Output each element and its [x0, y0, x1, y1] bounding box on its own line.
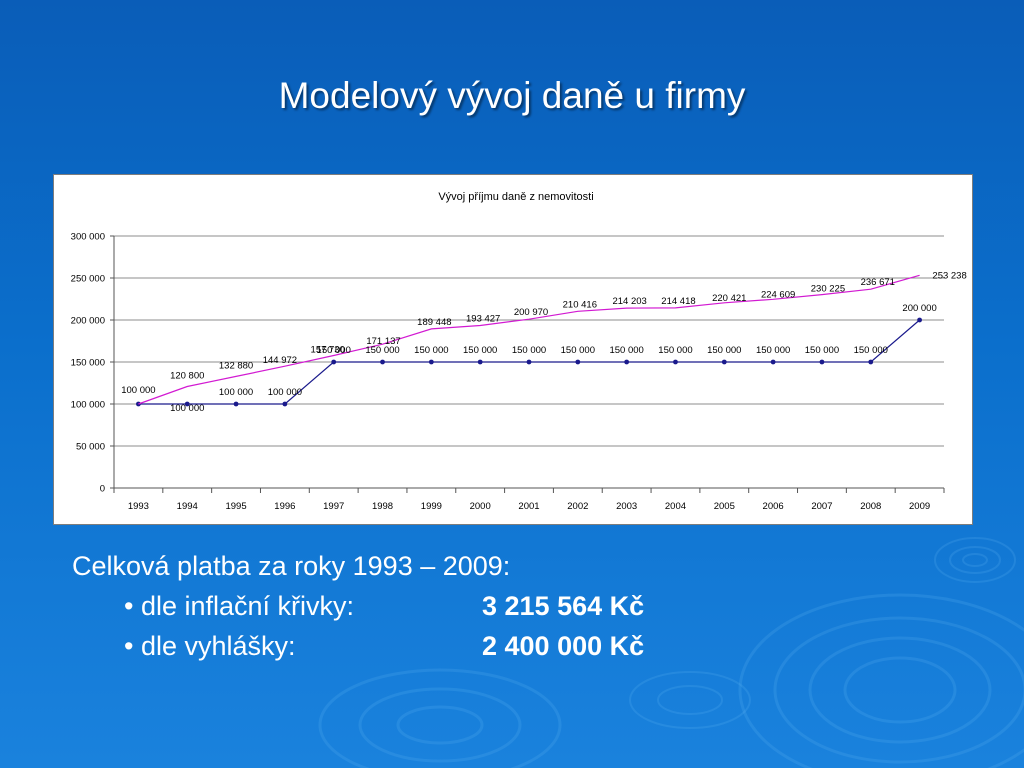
data-point	[770, 359, 776, 365]
data-point	[868, 359, 874, 365]
data-label: 100 000	[219, 387, 253, 398]
data-label: 214 418	[661, 296, 695, 307]
x-tick-label: 1997	[323, 501, 344, 512]
y-tick-label: 200 000	[71, 316, 105, 327]
data-point	[624, 359, 630, 365]
data-label: 150 000	[854, 345, 888, 356]
x-tick-label: 1996	[274, 501, 295, 512]
data-label: 144 972	[263, 355, 297, 366]
data-point	[331, 359, 337, 365]
data-label: 230 225	[811, 284, 845, 295]
x-tick-label: 2002	[567, 501, 588, 512]
data-label: 214 203	[612, 296, 646, 307]
summary-value: 2 400 000 Kč	[482, 631, 645, 661]
data-label: 150 000	[512, 345, 546, 356]
chart-title: Vývoj příjmu daně z nemovitosti	[438, 191, 593, 203]
data-label: 100 000	[268, 387, 302, 398]
data-label: 171 137	[366, 336, 400, 347]
data-label: 150 000	[658, 345, 692, 356]
summary-label: • dle inflační křivky:	[124, 591, 355, 621]
y-tick-label: 250 000	[71, 274, 105, 285]
x-tick-label: 2009	[909, 501, 930, 512]
data-point	[380, 359, 385, 365]
data-label: 120 800	[170, 371, 204, 382]
x-tick-label: 1993	[128, 501, 149, 512]
data-point	[673, 359, 678, 365]
x-tick-label: 2008	[860, 501, 881, 512]
summary-row-inflation: • dle inflační křivky: 3 215 564 Kč	[72, 586, 644, 626]
data-label: 189 448	[417, 317, 451, 328]
data-point	[575, 359, 581, 365]
data-point	[233, 401, 239, 407]
data-label: 253 238	[932, 270, 966, 281]
y-tick-label: 300 000	[71, 232, 105, 243]
x-tick-label: 2003	[616, 501, 637, 512]
data-point	[526, 359, 532, 365]
data-label: 100 000	[170, 403, 204, 414]
data-label: 150 000	[365, 345, 399, 356]
data-point	[477, 359, 483, 365]
data-label: 150 000	[805, 345, 839, 356]
data-label: 236 671	[861, 277, 895, 288]
data-label: 210 416	[563, 299, 597, 310]
x-tick-label: 2007	[811, 501, 832, 512]
data-point	[184, 401, 190, 407]
line-chart: Vývoj příjmu daně z nemovitosti 0 50 000 1…	[71, 191, 967, 512]
data-label: 200 970	[514, 307, 548, 318]
x-tick-label: 1999	[421, 501, 442, 512]
x-tick-label: 2005	[714, 501, 735, 512]
data-label: 150 000	[317, 345, 351, 356]
x-tick-label: 2000	[470, 501, 491, 512]
x-tick-label: 2006	[763, 501, 784, 512]
series-line	[138, 274, 920, 405]
summary-value: 3 215 564 Kč	[482, 591, 645, 621]
data-label: 200 000	[902, 303, 936, 314]
summary-heading: Celková platba za roky 1993 – 2009:	[72, 551, 511, 581]
slide-title: Modelový vývoj daně u firmy	[278, 75, 746, 116]
data-point	[917, 317, 922, 323]
y-tick-label: 100 000	[71, 400, 105, 411]
chart-panel: Vývoj příjmu daně z nemovitosti 0 50 000 1…	[53, 174, 973, 525]
data-label: 132 880	[219, 360, 253, 371]
data-label: 150 000	[707, 345, 741, 356]
x-tick-label: 2004	[665, 501, 686, 512]
data-point	[819, 359, 825, 365]
data-label: 150 000	[414, 345, 448, 356]
data-label: 157 730	[311, 345, 345, 356]
data-point	[282, 401, 288, 407]
data-label: 150 000	[756, 345, 790, 356]
y-tick-label: 150 000	[71, 358, 105, 369]
x-tick-label: 1995	[225, 501, 246, 512]
data-point	[428, 359, 434, 365]
data-label: 100 000	[121, 385, 155, 396]
y-tick-label: 50 000	[76, 442, 105, 453]
data-label: 150 000	[561, 345, 595, 356]
data-label: 224 609	[761, 289, 795, 300]
data-label: 220 421	[712, 293, 746, 304]
data-label: 150 000	[463, 345, 497, 356]
x-tick-label: 1994	[177, 501, 198, 512]
data-point	[721, 359, 727, 365]
data-label: 193 427	[466, 314, 500, 325]
data-label: 150 000	[609, 345, 643, 356]
summary-row-regulation: • dle vyhlášky: 2 400 000 Kč	[72, 626, 644, 666]
y-tick-label: 0	[100, 484, 105, 495]
summary-label: • dle vyhlášky:	[124, 631, 296, 661]
x-tick-label: 2001	[518, 501, 539, 512]
payment-summary: Celková platba za roky 1993 – 2009: • dl…	[72, 546, 644, 666]
x-tick-label: 1998	[372, 501, 393, 512]
